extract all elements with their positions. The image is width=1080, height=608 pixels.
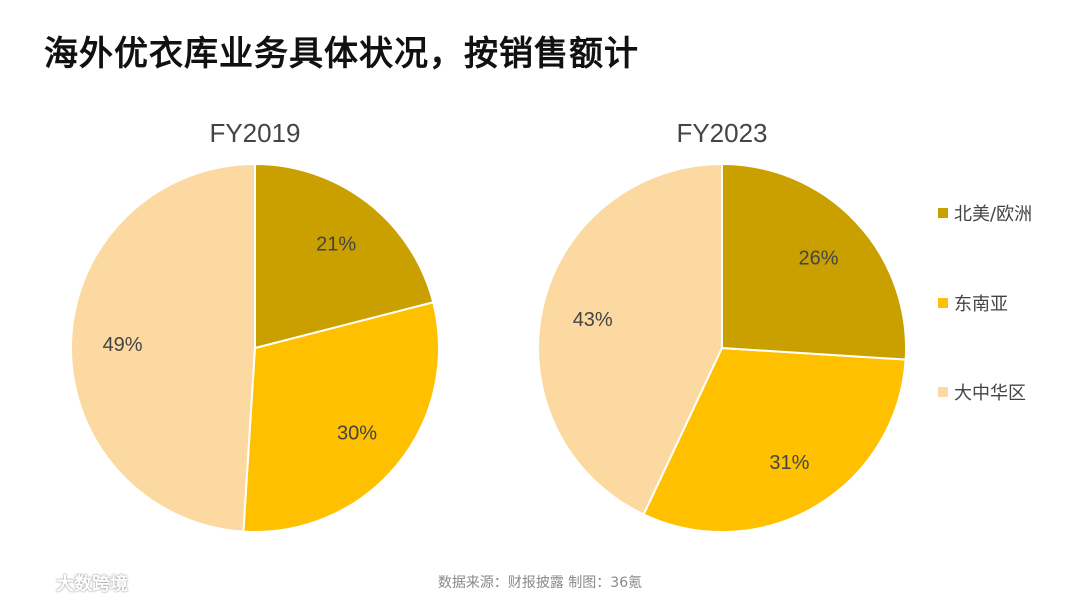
data-label-north-america-europe: 21% bbox=[316, 233, 356, 255]
data-label-southeast-asia: 31% bbox=[769, 452, 809, 474]
legend-label-north-america-europe: 北美/欧洲 bbox=[954, 204, 1032, 225]
pie-title-fy2019: FY2019 bbox=[209, 118, 300, 148]
pie-slice-greater-china bbox=[537, 162, 723, 516]
pie-chart-fy2019: FY2019 21% 30% 49% bbox=[69, 118, 440, 533]
pie-chart-fy2023: FY2023 26% 31% 43% bbox=[537, 118, 907, 533]
watermark-text: 大数跨境 bbox=[56, 574, 128, 595]
pie-slice-greater-china bbox=[69, 162, 256, 533]
data-label-north-america-europe: 26% bbox=[799, 247, 839, 269]
legend-label-greater-china: 大中华区 bbox=[954, 383, 1026, 404]
legend-swatch-southeast-asia bbox=[938, 298, 948, 308]
legend-label-southeast-asia: 东南亚 bbox=[954, 294, 1008, 315]
legend-swatch-greater-china bbox=[938, 387, 948, 397]
legend: 北美/欧洲 东南亚 大中华区 bbox=[938, 204, 1032, 404]
pie-slice-southeast-asia bbox=[242, 301, 440, 533]
data-label-southeast-asia: 30% bbox=[337, 422, 377, 444]
pie-slice-north-america-europe bbox=[254, 162, 435, 350]
pie-title-fy2023: FY2023 bbox=[676, 118, 767, 148]
legend-swatch-north-america-europe bbox=[938, 208, 948, 218]
pie-slice-southeast-asia bbox=[642, 346, 907, 533]
watermark: 大数跨境 bbox=[10, 570, 128, 596]
source-note: 数据来源：财报披露 制图：36氪 bbox=[437, 575, 643, 591]
pie-slice-north-america-europe bbox=[721, 162, 907, 361]
data-label-greater-china: 43% bbox=[573, 309, 613, 331]
data-label-greater-china: 49% bbox=[103, 334, 143, 356]
watermark-logo-icon bbox=[10, 574, 51, 592]
page-title: 海外优衣库业务具体状况，按销售额计 bbox=[44, 34, 639, 74]
